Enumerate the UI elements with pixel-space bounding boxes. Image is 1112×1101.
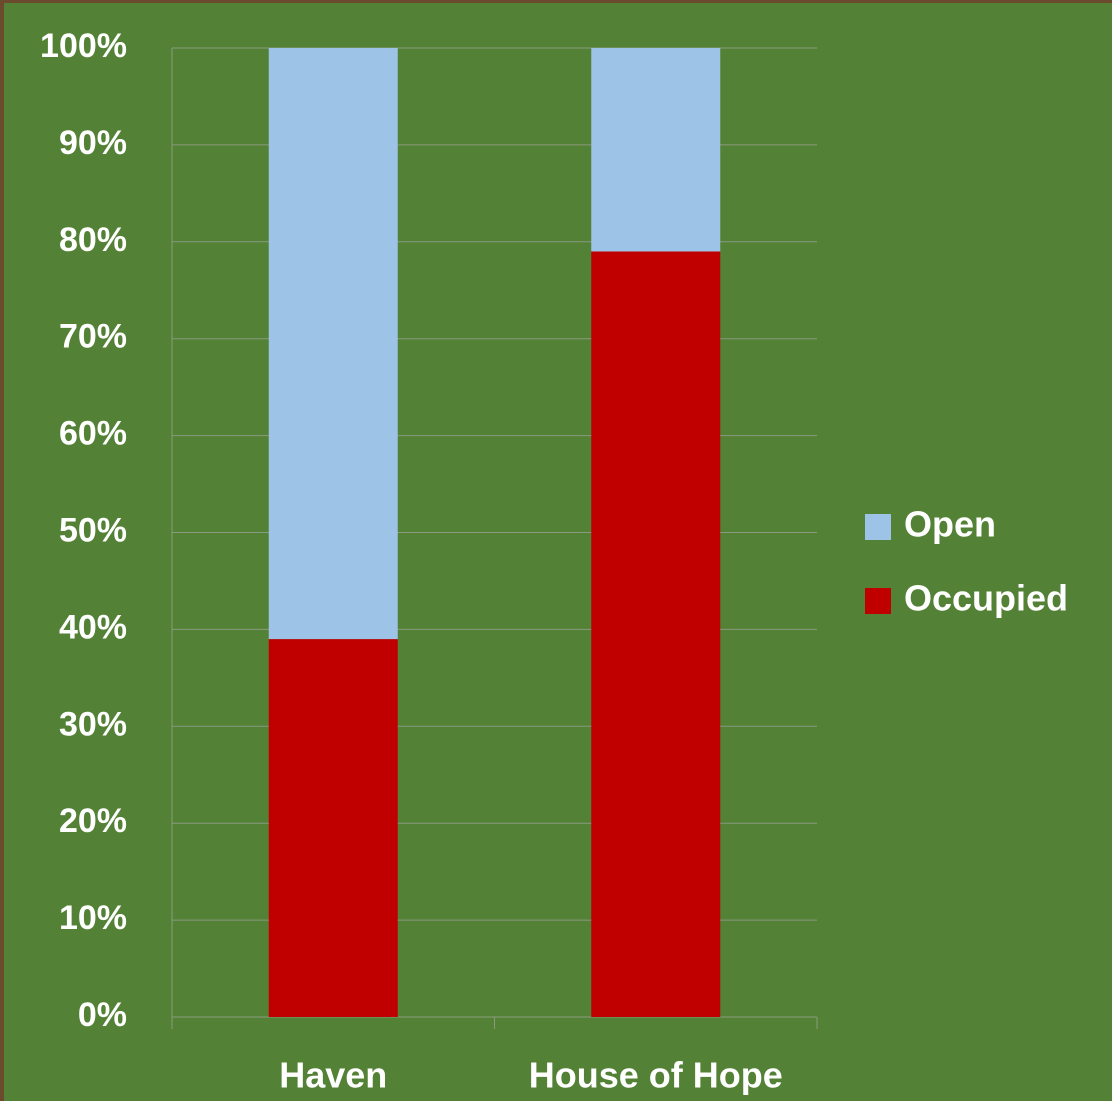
legend-swatch xyxy=(865,588,891,614)
y-tick-label: 100% xyxy=(40,27,127,65)
chart-background xyxy=(4,3,1112,1101)
bar-segment xyxy=(591,48,721,252)
legend-swatch xyxy=(865,514,891,540)
y-tick-label: 10% xyxy=(59,899,127,937)
legend-label: Open xyxy=(904,504,996,545)
legend-label: Occupied xyxy=(904,578,1068,619)
bar-segment xyxy=(591,251,721,1018)
y-tick-label: 80% xyxy=(59,221,127,259)
y-tick-label: 50% xyxy=(59,511,127,549)
y-tick-label: 0% xyxy=(78,996,127,1034)
x-tick-label: House of Hope xyxy=(529,1055,783,1096)
x-tick-label: Haven xyxy=(279,1055,387,1096)
bar-segment xyxy=(268,48,398,640)
y-tick-label: 70% xyxy=(59,318,127,356)
y-tick-label: 20% xyxy=(59,802,127,840)
y-tick-label: 60% xyxy=(59,415,127,453)
bar-segment xyxy=(268,639,398,1017)
y-tick-label: 30% xyxy=(59,705,127,743)
y-tick-label: 90% xyxy=(59,124,127,162)
y-tick-label: 40% xyxy=(59,608,127,646)
